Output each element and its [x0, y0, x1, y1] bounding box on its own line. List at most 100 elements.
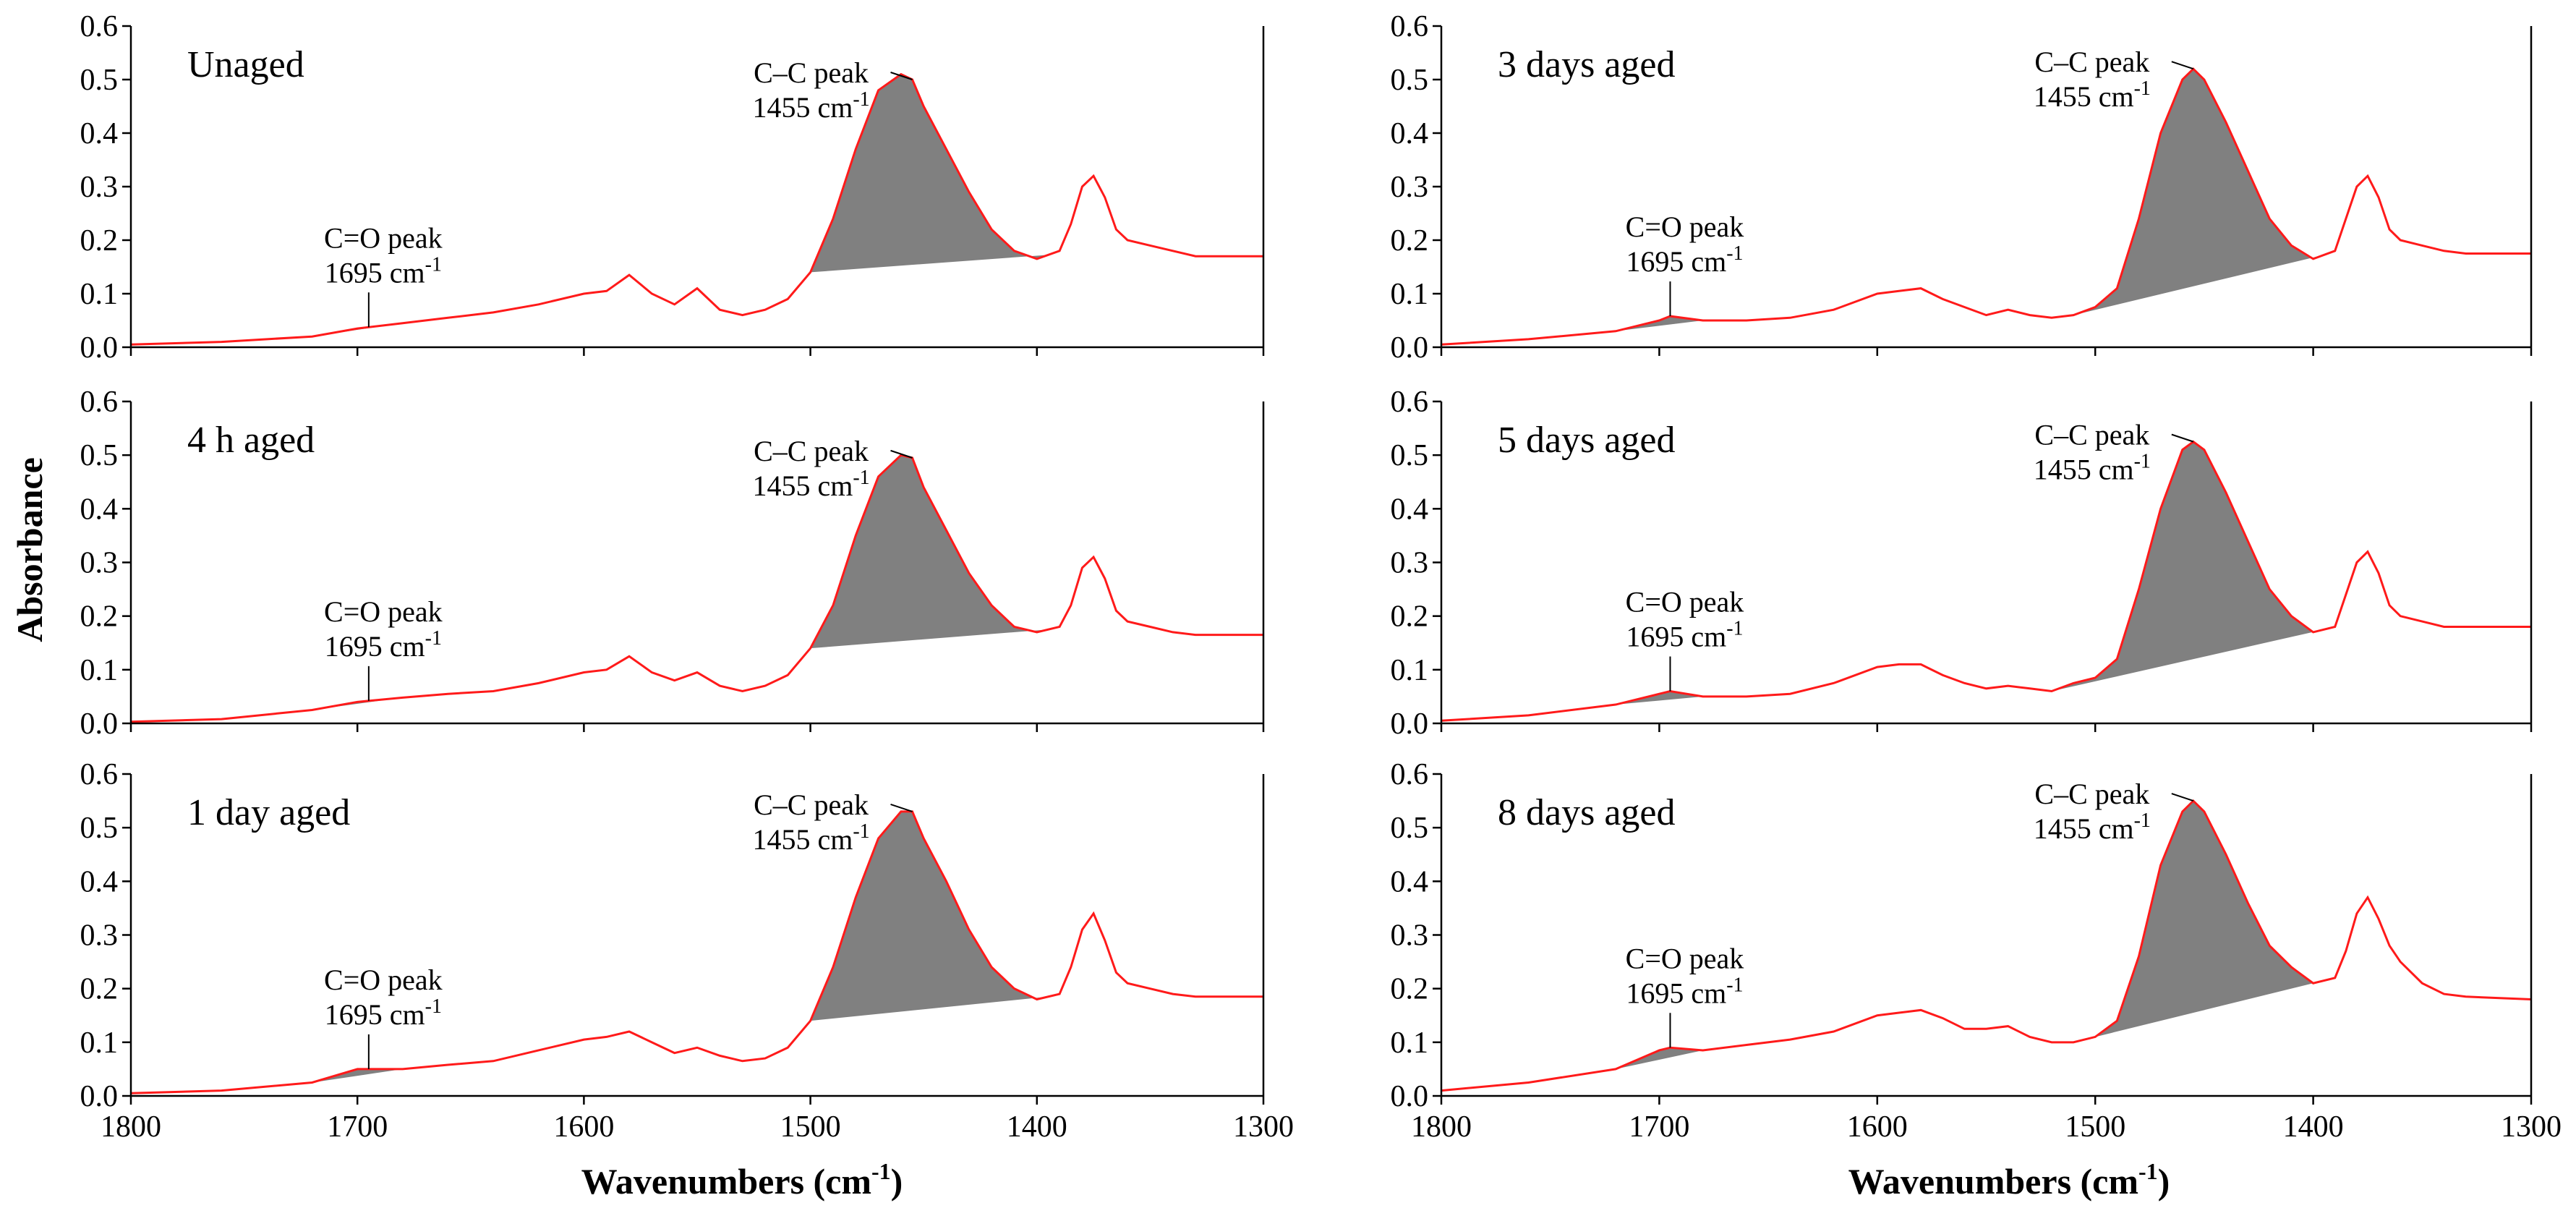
y-tick-label: 0.3	[80, 919, 119, 953]
co-annotation-superscript: -1	[1726, 242, 1743, 265]
y-tick-label: 0.0	[1391, 1080, 1429, 1113]
x-tick-label: 1800	[101, 1110, 161, 1144]
cc-annotation-wavenumber: 1455 cm-1	[752, 467, 869, 502]
y-tick-label: 0.0	[1391, 707, 1429, 741]
y-tick-label: 0.6	[80, 386, 119, 419]
y-tick-label: 0.5	[80, 64, 119, 97]
co-annotation-value: 1695 cm	[325, 630, 425, 663]
spectrum-line	[130, 454, 1263, 723]
x-tick-label: 1600	[553, 1110, 614, 1144]
y-tick-label: 0.0	[80, 707, 119, 741]
x-axis-title-left-close: )	[891, 1161, 903, 1202]
cc-annotation-wavenumber: 1455 cm-1	[2034, 809, 2151, 845]
shaded-area-cc-peak	[2073, 69, 2324, 315]
y-tick-label: 0.5	[80, 812, 119, 845]
spectrum-line	[130, 810, 1263, 1094]
cc-annotation-title: C–C peak	[2034, 419, 2149, 451]
spectrum-line	[130, 72, 1263, 346]
y-tick-label: 0.3	[80, 171, 119, 204]
cc-leader-line	[2171, 433, 2194, 443]
cc-annotation-superscript: -1	[853, 820, 869, 843]
y-tick-label: 0.5	[1391, 812, 1429, 845]
cc-annotation-value: 1455 cm	[752, 469, 853, 502]
y-tick-label: 0.3	[1391, 171, 1429, 204]
cc-annotation-value: 1455 cm	[2034, 812, 2134, 845]
x-tick-label: 1300	[1233, 1110, 1294, 1144]
shaded-area-cc-peak	[2073, 801, 2324, 1042]
shaded-area-cc-peak	[2051, 441, 2324, 692]
cc-annotation-value: 1455 cm	[2034, 454, 2134, 486]
co-annotation-title: C=O peak	[1626, 211, 1744, 243]
x-axis-title-left: Wavenumbers (cm-1)	[581, 1158, 903, 1202]
cc-annotation-superscript: -1	[853, 88, 869, 111]
y-tick-label: 0.6	[80, 758, 119, 791]
shaded-area-co-peak	[1616, 1047, 1703, 1069]
x-tick-label: 1700	[1629, 1110, 1689, 1144]
co-annotation-title: C=O peak	[324, 221, 443, 254]
cc-leader-line	[890, 449, 913, 459]
panel-label: 8 days aged	[1498, 792, 1675, 833]
y-tick-label: 0.0	[1391, 331, 1429, 365]
x-axis-title-left-main: Wavenumbers (cm	[581, 1161, 871, 1202]
co-annotation-title: C=O peak	[1626, 942, 1744, 974]
panel-unaged: 0.0 0.1 0.2 0.3 0.4 0.5 0.6 Unaged C–C peak1455 …	[80, 10, 1265, 365]
cc-leader-line	[2171, 793, 2194, 802]
y-tick-label: 0.2	[1391, 224, 1429, 258]
co-annotation-wavenumber: 1695 cm-1	[325, 627, 442, 663]
co-annotation-superscript: -1	[1726, 618, 1743, 640]
co-annotation-value: 1695 cm	[1626, 621, 1726, 653]
cc-annotation-wavenumber: 1455 cm-1	[2034, 77, 2151, 113]
cc-annotation-superscript: -1	[2134, 77, 2151, 100]
cc-annotation-title: C–C peak	[2034, 778, 2149, 810]
y-tick-label: 0.2	[80, 973, 119, 1006]
y-tick-label: 0.1	[1391, 654, 1429, 687]
x-tick-label: 1400	[1007, 1110, 1067, 1144]
cc-annotation-superscript: -1	[853, 467, 869, 489]
y-tick-label: 0.5	[1391, 64, 1429, 97]
cc-leader-line	[2171, 61, 2194, 70]
co-annotation-title: C=O peak	[1626, 586, 1744, 618]
y-tick-label: 0.0	[80, 1080, 119, 1113]
cc-annotation-value: 1455 cm	[752, 91, 853, 124]
y-tick-label: 0.6	[1391, 386, 1429, 419]
panel-4-h-aged: 0.0 0.1 0.2 0.3 0.4 0.5 0.6 4 h aged C–C peak145…	[80, 386, 1265, 741]
shaded-area-co-peak	[1616, 691, 1703, 705]
y-tick-label: 0.1	[80, 278, 119, 311]
shaded-area-co-peak	[1616, 316, 1703, 331]
y-tick-label: 0.1	[1391, 278, 1429, 311]
panel-5-days-aged: 0.0 0.1 0.2 0.3 0.4 0.5 0.6 5 days aged C–C peak…	[1391, 386, 2533, 741]
y-tick-label: 0.1	[80, 654, 119, 687]
y-tick-label: 0.5	[1391, 439, 1429, 472]
panel-label: 4 h aged	[187, 420, 315, 461]
cc-annotation-value: 1455 cm	[752, 823, 853, 856]
co-annotation-wavenumber: 1695 cm-1	[1626, 618, 1743, 653]
cc-annotation-wavenumber: 1455 cm-1	[2034, 451, 2151, 486]
co-annotation-value: 1695 cm	[1626, 977, 1726, 1009]
co-annotation-superscript: -1	[1726, 974, 1743, 996]
x-tick-label: 1600	[1847, 1110, 1908, 1144]
co-annotation-value: 1695 cm	[1626, 245, 1726, 278]
co-annotation-value: 1695 cm	[325, 998, 425, 1031]
x-tick-label: 1500	[780, 1110, 841, 1144]
x-axis-title-right-sup: -1	[2138, 1158, 2158, 1184]
y-tick-label: 0.3	[1391, 547, 1429, 580]
y-tick-label: 0.6	[80, 10, 119, 43]
y-tick-label: 0.4	[80, 865, 119, 898]
panel-8-days-aged: 0.0 0.1 0.2 0.3 0.4 0.5 0.6 1800 1700 1600 1500 140…	[1391, 758, 2562, 1144]
cc-leader-line	[890, 803, 913, 812]
panel-label: 3 days aged	[1498, 44, 1675, 85]
spectrum-line	[1441, 67, 2531, 346]
cc-annotation-title: C–C peak	[754, 788, 869, 821]
x-tick-label: 1800	[1411, 1110, 1472, 1144]
spectrum-line	[1441, 440, 2531, 722]
co-annotation-value: 1695 cm	[325, 256, 425, 289]
x-tick-label: 1400	[2283, 1110, 2344, 1144]
shaded-area-cc-peak	[810, 455, 1049, 649]
panel-label: 1 day aged	[187, 792, 350, 833]
shaded-area-co-peak	[312, 1068, 403, 1083]
co-annotation-wavenumber: 1695 cm-1	[325, 253, 442, 289]
y-tick-label: 0.1	[80, 1026, 119, 1060]
cc-annotation-title: C–C peak	[754, 435, 869, 467]
